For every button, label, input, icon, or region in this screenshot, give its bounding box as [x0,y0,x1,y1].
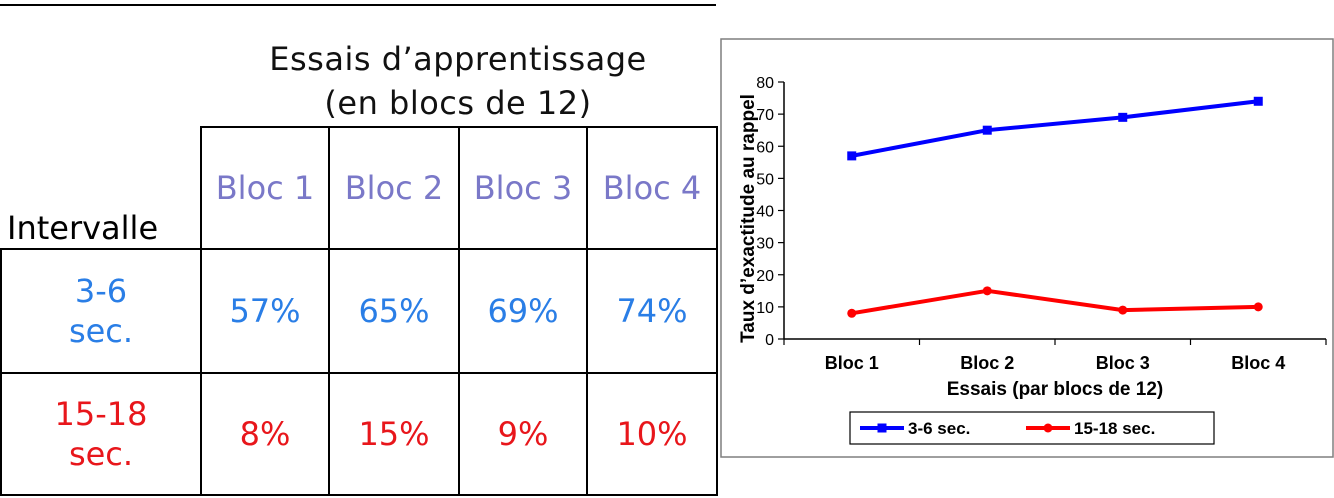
legend-marker [1043,423,1053,433]
data-point [847,151,857,161]
table-cell: 69% [458,248,588,374]
table-cell: 9% [458,372,588,496]
row-label-line-2: sec. [68,435,134,473]
y-tick-label: 30 [756,236,774,253]
line-chart: 0 10 20 30 40 50 60 70 80 Bloc 1 Bloc 2 Bloc 3 Bloc … [720,38,1334,458]
x-tick-label: Bloc 4 [1231,353,1285,373]
legend-label: 3-6 sec. [908,419,970,438]
y-tick-label: 70 [756,107,774,124]
legend-marker [877,423,887,433]
data-point [982,125,992,135]
table-title-line-1: Essais d’apprentissage [269,40,647,78]
row-label-cell: 15-18 sec. [0,372,202,496]
table-cell: 10% [586,372,718,496]
column-header-bloc-1: Bloc 1 [200,126,330,250]
table-cell: 65% [328,248,460,374]
row-label-cell: 3-6 sec. [0,248,202,374]
y-tick-label: 60 [756,139,774,156]
table-header-row: Intervalle Bloc 1 Bloc 2 Bloc 3 Bloc 4 [1,126,718,250]
table-cell: 57% [200,248,330,374]
row-label-line-1: 3-6 [74,272,128,310]
table-row: 3-6 sec. 57% 65% 69% 74% [0,248,718,374]
x-axis-label: Essais (par blocs de 12) [947,379,1164,400]
x-tick-label: Bloc 3 [1096,353,1150,373]
y-tick-label: 20 [756,268,774,285]
row-header-label: Intervalle [7,209,159,247]
y-tick-label: 10 [756,300,774,317]
data-point [982,286,992,296]
row-header-cell: Intervalle [1,127,202,250]
y-axis-label: Taux d’exactitude au rappel [738,94,759,343]
column-header-bloc-4: Bloc 4 [586,126,718,250]
y-tick-label: 50 [756,171,774,188]
series-line-2 [851,288,1259,316]
series-line-1 [851,99,1259,158]
y-tick-label: 80 [756,75,774,92]
table-cell: 15% [328,372,460,496]
data-point [1118,112,1128,122]
table-title-line-2: (en blocs de 12) [324,84,592,122]
top-rule [0,4,716,6]
legend-label: 15-18 sec. [1074,419,1155,438]
results-table: Intervalle Bloc 1 Bloc 2 Bloc 3 Bloc 4 3… [0,126,718,496]
column-header-bloc-2: Bloc 2 [328,126,460,250]
chart-frame [720,38,1334,458]
data-point [1253,302,1263,312]
row-label-line-1: 15-18 [54,395,148,433]
row-label-line-2: sec. [68,312,134,350]
data-point [1118,305,1128,315]
data-point [1253,96,1263,106]
table-row: 15-18 sec. 8% 15% 9% 10% [0,372,718,496]
table-cell: 8% [200,372,330,496]
x-tick-label: Bloc 2 [960,353,1014,373]
y-tick-label: 40 [756,204,774,221]
table-cell: 74% [586,248,718,374]
column-header-bloc-3: Bloc 3 [458,126,588,250]
x-tick-label: Bloc 1 [825,353,879,373]
results-table-panel: Essais d’apprentissage (en blocs de 12) … [0,4,718,496]
data-point [847,308,857,318]
y-tick-label: 0 [765,332,774,349]
